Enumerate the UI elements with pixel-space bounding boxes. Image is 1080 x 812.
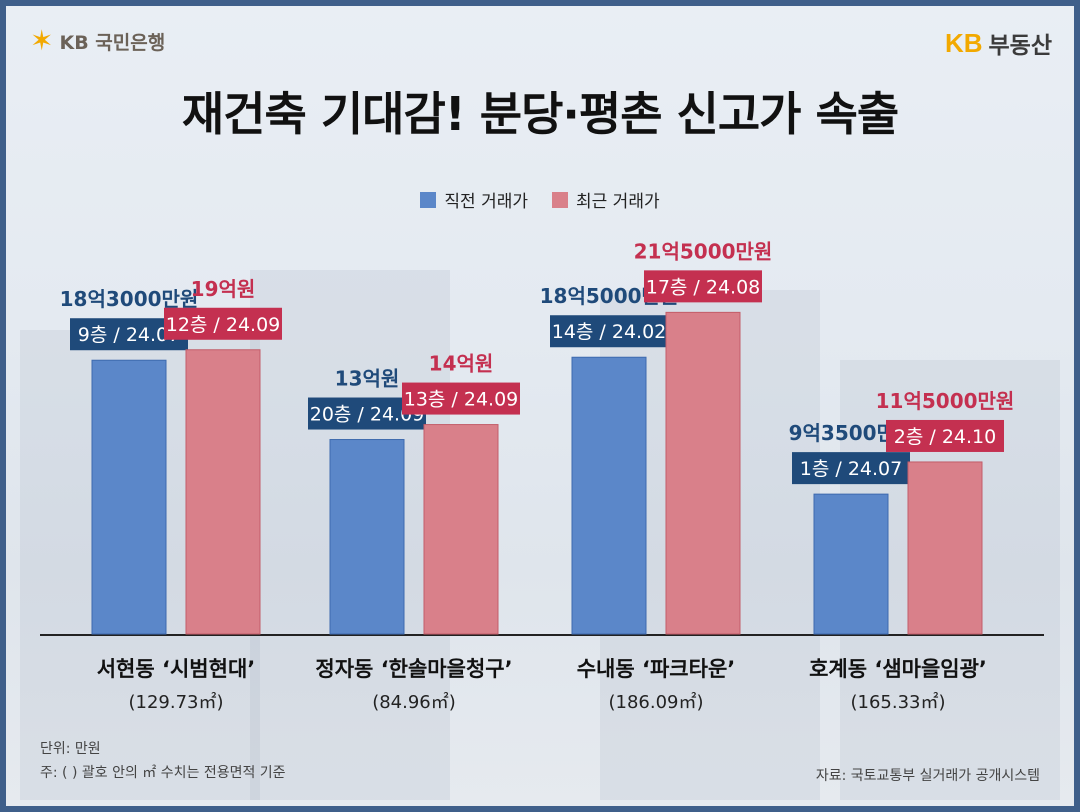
- legend-item-prev: 직전 거래가: [420, 187, 528, 212]
- brand-name: 부동산: [988, 33, 1052, 59]
- floor-date-label-recent-0: 12층 / 24.09: [166, 314, 281, 336]
- floor-date-label-recent-1: 13층 / 24.09: [404, 389, 519, 411]
- brand-kb: KB: [944, 27, 983, 58]
- legend-item-recent: 최근 거래가: [552, 187, 660, 212]
- bar-recent-0: [185, 349, 261, 635]
- floor-date-box-recent-2: [644, 270, 762, 303]
- bar-prev-2: [571, 356, 647, 635]
- floor-date-label-recent-2: 17층 / 24.08: [646, 276, 761, 298]
- floor-date-label-recent-3: 2층 / 24.10: [894, 426, 996, 448]
- floor-date-box-recent-1: [402, 382, 520, 415]
- value-label-prev-0: 18억3000만원: [60, 287, 199, 311]
- legend-label-prev: 직전 거래가: [444, 192, 528, 212]
- value-label-prev-1: 13억원: [335, 367, 400, 391]
- page-title: 재건축 기대감! 분당·평촌 신고가 속출: [181, 87, 899, 141]
- floor-date-box-recent-0: [164, 307, 282, 340]
- value-label-recent-1: 14억원: [429, 352, 494, 376]
- value-label-recent-0: 19억원: [191, 277, 256, 301]
- kb-star-icon: ✶: [30, 24, 54, 57]
- bar-recent-3: [907, 461, 983, 635]
- floor-date-label-prev-0: 9층 / 24.07: [78, 324, 180, 346]
- bar-prev-1: [329, 439, 405, 635]
- category-label-2: 수내동 ‘파크타운’: [577, 657, 736, 681]
- kb-real-estate-logo: KB 부동산: [945, 26, 1052, 60]
- floor-date-box-prev-3: [792, 452, 910, 485]
- category-label-1: 정자동 ‘한솔마을청구’: [315, 657, 512, 681]
- floor-date-box-prev-2: [550, 315, 668, 348]
- bar-prev-0: [91, 359, 167, 635]
- category-area-2: (186.09㎡): [608, 691, 703, 713]
- chart-legend: 직전 거래가 최근 거래가: [0, 187, 1080, 212]
- category-area-1: (84.96㎡): [372, 691, 456, 713]
- category-label-3: 호계동 ‘샘마을임광’: [809, 657, 987, 681]
- category-area-0: (129.73㎡): [128, 691, 223, 713]
- value-label-recent-2: 21억5000만원: [634, 239, 773, 263]
- kb-kookmin-bank-logo: ✶ KB 국민은행: [30, 27, 165, 55]
- source-note: 자료: 국토교통부 실거래가 공개시스템: [815, 768, 1040, 784]
- area-note: 주: ( ) 괄호 안의 ㎡ 수치는 전용면적 기준: [40, 765, 286, 781]
- legend-label-recent: 최근 거래가: [576, 192, 660, 212]
- floor-date-label-prev-3: 1층 / 24.07: [800, 458, 902, 480]
- floor-date-label-prev-2: 14층 / 24.02: [552, 321, 667, 343]
- legend-swatch-prev: [420, 191, 437, 208]
- floor-date-label-prev-1: 20층 / 24.09: [310, 404, 425, 426]
- floor-date-box-recent-3: [886, 419, 1004, 452]
- value-label-recent-3: 11억5000만원: [876, 389, 1015, 413]
- category-label-0: 서현동 ‘시범현대’: [97, 657, 256, 681]
- bar-recent-2: [665, 311, 741, 635]
- bar-recent-1: [423, 424, 499, 635]
- unit-note: 단위: 만원: [40, 741, 101, 757]
- category-area-3: (165.33㎡): [850, 691, 945, 713]
- bar-prev-3: [813, 493, 889, 635]
- bank-logo-text: KB 국민은행: [59, 31, 166, 54]
- legend-swatch-recent: [552, 191, 568, 208]
